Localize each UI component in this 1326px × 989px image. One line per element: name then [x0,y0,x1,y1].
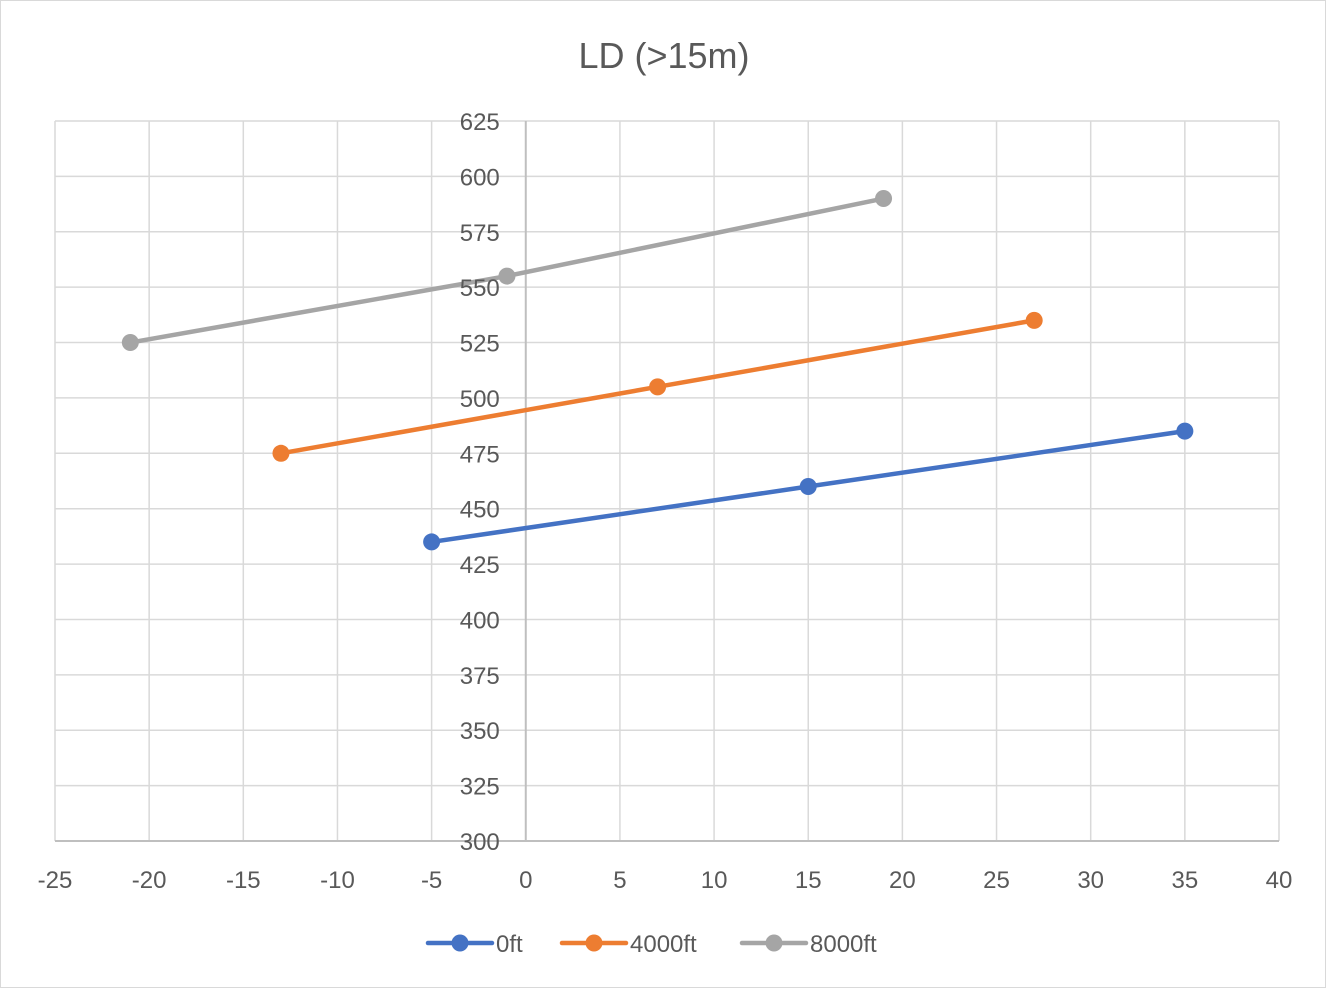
axes [55,121,1279,842]
y-tick-label: 425 [460,552,500,579]
tick-labels: -25 -20 -15 -10 -5 0 5 10 15 20 25 30 35 40 300 325 350 3… [38,109,1293,894]
y-tick-label: 625 [460,109,500,136]
y-tick-label: 525 [460,331,500,358]
x-tick-label: 15 [795,867,822,894]
y-tick-label: 575 [460,220,500,247]
data-point-4000ft [272,444,290,462]
x-tick-label: -5 [421,867,442,894]
x-tick-label: -15 [226,867,261,894]
grid [54,120,1280,842]
y-tick-label: 500 [460,386,500,413]
x-tick-label: 10 [701,867,728,894]
x-tick-label: 30 [1077,867,1104,894]
data-point-8000ft [498,267,516,285]
data-point-0ft [1176,422,1194,440]
x-tick-label: 0 [519,867,532,894]
legend-label-4000ft: 4000ft [630,931,697,958]
legend-marker-0ft [451,934,469,952]
y-tick-label: 475 [460,441,500,468]
x-tick-label: -10 [320,867,355,894]
y-tick-label: 350 [460,718,500,745]
x-tick-label: -20 [132,867,167,894]
data-point-0ft [799,478,817,496]
legend-label-0ft: 0ft [496,931,523,958]
y-tick-label: 550 [460,275,500,302]
x-tick-label: 40 [1266,867,1293,894]
y-tick-label: 600 [460,164,500,191]
y-tick-label: 300 [460,829,500,856]
x-tick-label: 35 [1171,867,1198,894]
legend-marker-4000ft [585,934,603,952]
legend-label-8000ft: 8000ft [810,931,877,958]
x-tick-label: 5 [613,867,626,894]
data-point-4000ft [1025,311,1043,329]
x-tick-label: 20 [889,867,916,894]
y-tick-label: 450 [460,497,500,524]
data-point-8000ft [875,190,893,208]
x-tick-label: -25 [38,867,73,894]
series-8000ft [121,190,893,352]
series [121,190,1194,551]
chart-title: LD (>15m) [578,35,749,76]
legend-item-4000ft: 4000ft [559,931,697,958]
y-tick-label: 325 [460,774,500,801]
data-point-4000ft [649,378,667,396]
series-4000ft [272,311,1043,462]
series-0ft [423,422,1194,551]
y-tick-label: 400 [460,607,500,634]
legend: 0ft 4000ft 8000ft [425,931,877,958]
x-tick-label: 25 [983,867,1010,894]
data-point-8000ft [121,334,139,352]
data-point-0ft [423,533,441,551]
legend-item-8000ft: 8000ft [739,931,877,958]
legend-item-0ft: 0ft [425,931,523,958]
y-tick-label: 375 [460,663,500,690]
legend-marker-8000ft [765,934,783,952]
